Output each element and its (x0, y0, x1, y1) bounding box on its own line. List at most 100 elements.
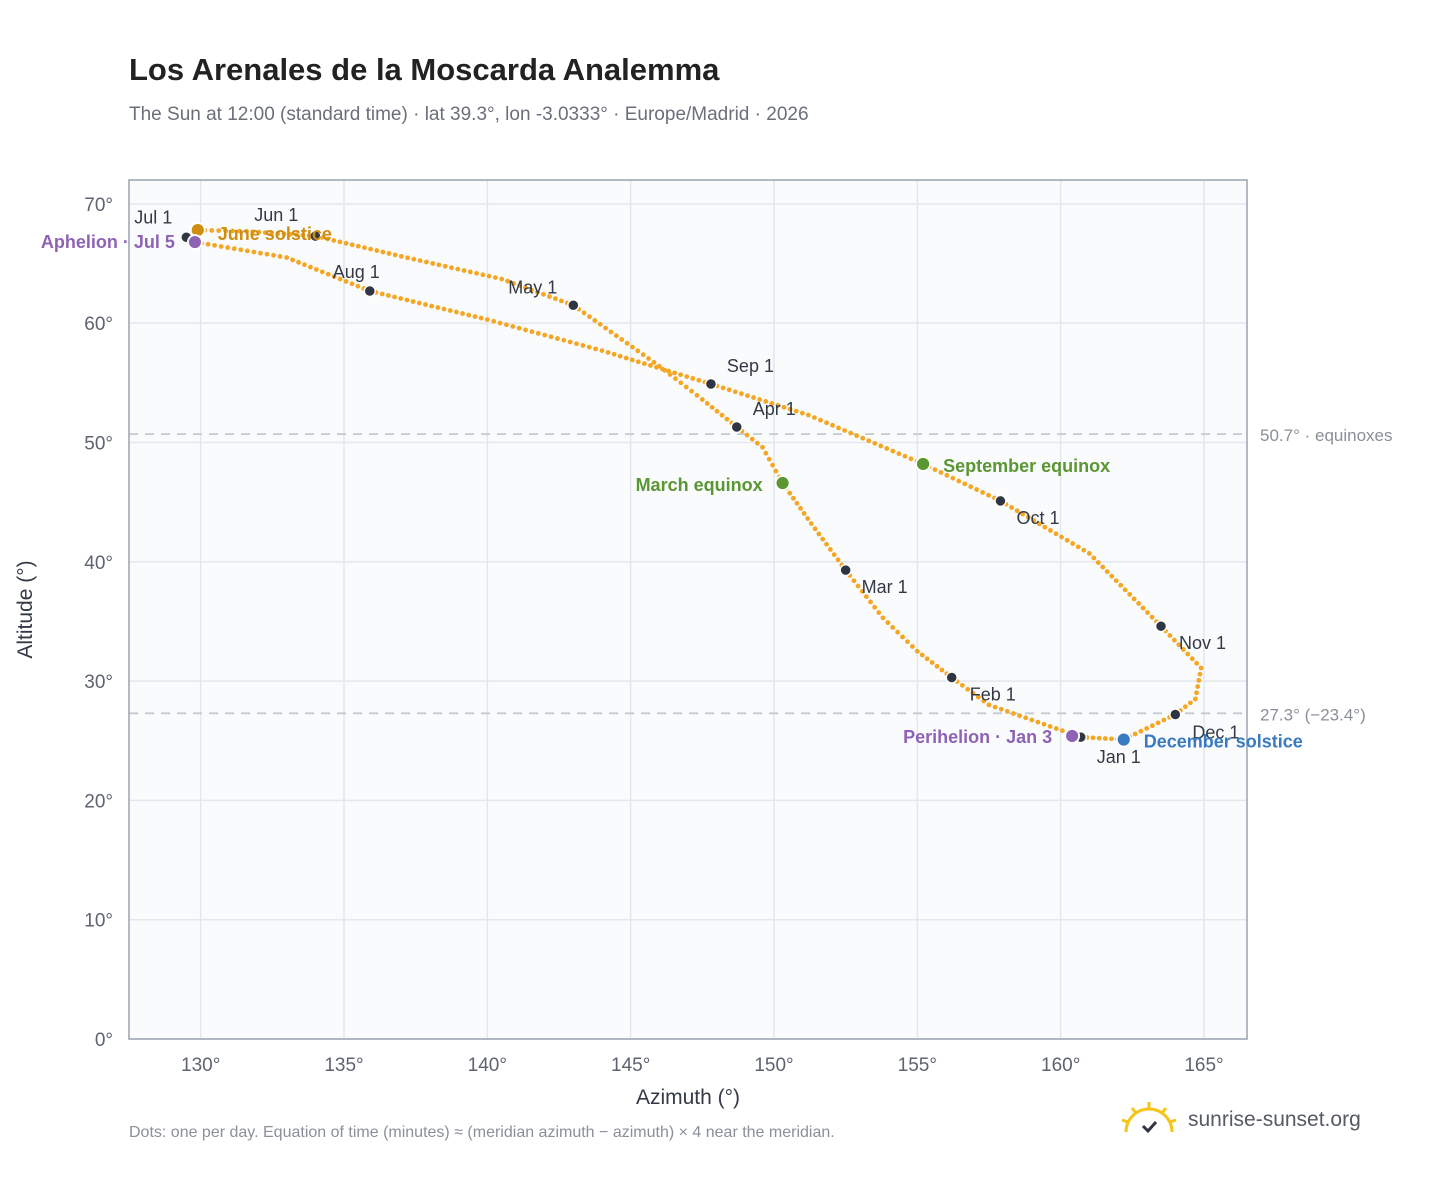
day-dot (808, 521, 814, 526)
month-marker (839, 563, 852, 577)
day-dot (1064, 537, 1070, 543)
month-marker-label: Jun 1 (254, 205, 298, 225)
day-dot (269, 230, 274, 236)
day-dot (216, 228, 222, 234)
day-dot (343, 240, 349, 246)
day-dot (835, 557, 841, 563)
day-dot (719, 412, 725, 418)
day-dot (416, 300, 422, 306)
chart-subtitle: The Sun at 12:00 (standard time) · lat 3… (129, 104, 809, 125)
day-dot (678, 372, 684, 378)
event-marker (915, 456, 931, 472)
day-dot (1091, 555, 1097, 561)
day-dot (694, 392, 700, 398)
day-dot (343, 279, 349, 284)
day-dot (523, 327, 528, 333)
day-dot (581, 310, 587, 316)
day-dot (308, 264, 313, 270)
day-dot (608, 329, 614, 335)
day-dot (547, 294, 552, 299)
day-dot (441, 306, 447, 312)
day-dot (932, 467, 938, 473)
day-dot (442, 263, 448, 269)
day-dot (1196, 677, 1202, 683)
day-dot (623, 355, 629, 361)
x-tick-label: 165° (1184, 1055, 1223, 1076)
day-dot (264, 251, 270, 257)
y-tick-label: 10° (84, 911, 113, 932)
day-dot (798, 505, 803, 511)
brand[interactable]: sunrise-sunset.org (1120, 1100, 1361, 1140)
day-dot (950, 475, 956, 481)
day-dot (258, 250, 263, 256)
day-dot (218, 244, 224, 249)
month-marker (567, 299, 580, 312)
day-dot (1011, 711, 1016, 716)
day-dot (738, 391, 744, 397)
day-dot (262, 230, 268, 236)
day-dot (806, 412, 811, 418)
y-tick-label: 30° (84, 672, 113, 693)
day-dot (1014, 508, 1020, 514)
day-dot (910, 644, 915, 649)
x-tick-label: 130° (181, 1055, 220, 1076)
day-dot (486, 273, 492, 279)
day-dot (379, 291, 385, 297)
brand-name[interactable]: sunrise-sunset.org (1188, 1108, 1361, 1131)
day-dot (793, 408, 799, 414)
day-dot (1004, 708, 1010, 714)
day-dot (404, 297, 410, 303)
month-marker (945, 671, 958, 684)
x-tick-label: 155° (898, 1055, 937, 1076)
day-dot (244, 248, 250, 254)
day-dot (238, 247, 244, 253)
day-dot (460, 311, 465, 316)
day-dot (905, 639, 910, 645)
day-dot (859, 588, 865, 594)
day-dot (574, 341, 579, 347)
x-tick-label: 140° (468, 1055, 507, 1076)
day-dot (386, 251, 392, 256)
month-marker (309, 229, 322, 243)
day-dot (491, 318, 497, 324)
day-dot (449, 265, 454, 271)
day-dot (744, 432, 750, 438)
month-marker-label: May 1 (508, 277, 557, 297)
day-dot (593, 346, 599, 352)
day-dot (230, 228, 236, 234)
day-dot (349, 242, 355, 248)
day-dot (880, 615, 886, 621)
event-marker (1115, 731, 1132, 748)
day-dot (805, 516, 811, 521)
day-dot (231, 246, 237, 252)
chart-title: Los Arenales de la Moscarda Analemma (129, 52, 720, 87)
day-dot (986, 702, 992, 708)
month-marker-label: Mar 1 (862, 577, 908, 597)
day-dot (818, 417, 823, 423)
day-dot (1109, 573, 1115, 579)
day-dot (709, 404, 715, 410)
day-dot (497, 320, 503, 326)
day-dot (890, 624, 896, 630)
day-dot (1176, 642, 1182, 648)
month-marker (1169, 708, 1182, 721)
event-label: Perihelion · Jan 3 (903, 727, 1052, 747)
y-tick-label: 70° (84, 195, 113, 216)
day-dot (944, 472, 950, 478)
day-dot (646, 356, 651, 361)
day-dot (1131, 596, 1137, 602)
day-dot (851, 578, 857, 584)
day-dot (505, 278, 511, 284)
axis-ticks: 130° 135° 140° 145° 150° 155° 160° 165° 0° 10° 20°… (84, 195, 1223, 1076)
day-dot (1017, 713, 1022, 719)
day-dot (998, 706, 1004, 712)
day-dot (611, 351, 617, 357)
day-dot (555, 336, 560, 341)
day-dot (1031, 518, 1037, 524)
day-dot (684, 374, 690, 379)
day-dot (1023, 715, 1029, 721)
day-dot (1138, 728, 1144, 734)
day-dot (757, 397, 763, 402)
day-dot (1113, 578, 1119, 584)
day-dot (1025, 514, 1031, 520)
